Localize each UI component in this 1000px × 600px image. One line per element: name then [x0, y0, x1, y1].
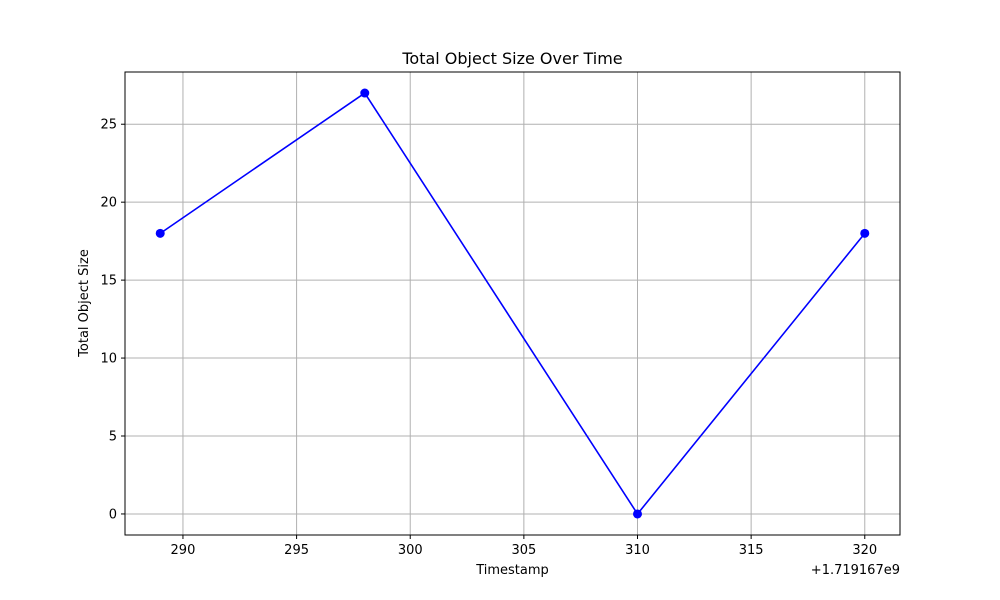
y-tick-label: 20	[100, 196, 117, 211]
axis-ticks: 290 295 300 305 310 315 320 0 5 10 15 20 25	[100, 118, 877, 558]
axes-frame	[124, 71, 901, 536]
data-point	[360, 88, 370, 98]
y-tick-label: 5	[109, 430, 117, 445]
y-tick-label: 0	[109, 507, 117, 522]
data-point	[633, 509, 642, 519]
x-axis-offset-label: +1.719167e9	[811, 563, 900, 578]
y-axis-label: Total Object Size	[77, 249, 92, 358]
data-point	[155, 228, 165, 238]
x-tick-label: 315	[739, 543, 764, 558]
x-tick-label: 290	[171, 543, 196, 558]
x-tick-label: 305	[511, 543, 536, 558]
y-tick-label: 25	[100, 118, 117, 133]
x-tick-label: 320	[852, 543, 877, 558]
x-tick-label: 310	[625, 543, 650, 558]
chart-title: Total Object Size Over Time	[401, 49, 622, 68]
y-tick-label: 15	[100, 274, 117, 289]
grid-lines	[125, 72, 900, 535]
data-series	[155, 88, 870, 519]
series-line	[159, 92, 866, 515]
x-tick-label: 300	[398, 543, 423, 558]
data-point	[860, 228, 870, 238]
x-tick-label: 295	[284, 543, 309, 558]
x-axis-label: Timestamp	[475, 563, 549, 578]
y-tick-label: 10	[100, 352, 117, 367]
